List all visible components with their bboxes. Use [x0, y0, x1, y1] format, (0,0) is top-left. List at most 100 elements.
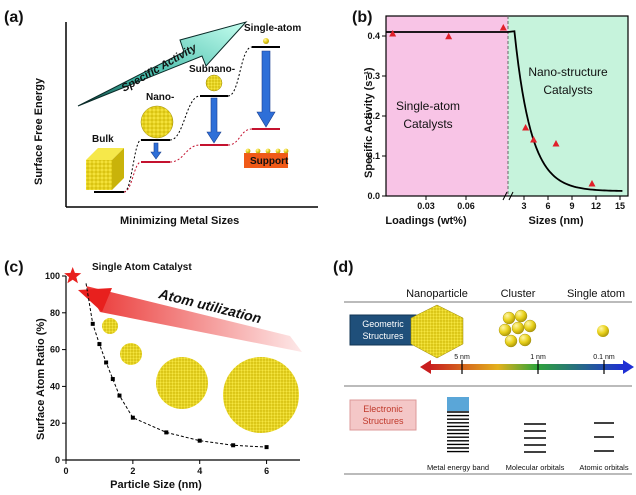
connector-subnano-single-support [227, 128, 253, 146]
particle-xlarge-icon [223, 357, 299, 433]
atom-utilization-arrowhead [78, 288, 112, 312]
x-tick-label-right: 3 [521, 201, 526, 211]
y-tick-label: 80 [50, 308, 60, 318]
single-atom-catalyst-label: Single Atom Catalyst [92, 262, 192, 273]
region-left-line2: Catalysts [403, 117, 452, 131]
electronic-structures-line2: Structures [362, 416, 404, 426]
data-point [445, 32, 453, 40]
data-point [117, 393, 122, 398]
y-tick-label: 0.1 [367, 151, 380, 161]
nano-structure-region [508, 16, 628, 196]
x-tick-label: 2 [130, 466, 135, 476]
specific-activity-label: Specific Activity [120, 41, 200, 94]
x-tick-label-right: 9 [569, 201, 574, 211]
electronic-structures-box [349, 399, 417, 431]
nanoparticle-icon [140, 105, 174, 139]
y-tick-label: 0.3 [367, 71, 380, 81]
y-tick-label: 100 [45, 271, 60, 281]
y-tick-label: 40 [50, 381, 60, 391]
region-left-line1: Single-atom [396, 99, 460, 113]
data-point [389, 30, 397, 37]
connector-nano-subnano [169, 95, 201, 141]
y-tick-label: 0.2 [367, 111, 380, 121]
x-tick-label-right: 6 [545, 201, 550, 211]
single-atom-label: Single-atom [244, 23, 301, 34]
panel-b-ylabel: Specific Activity (s⁻¹) [363, 67, 375, 178]
x-tick-label-left: 0.03 [417, 201, 435, 211]
subnano-cluster-icon [205, 74, 223, 92]
panel-c-ylabel: Surface Atom Ratio (%) [35, 318, 47, 440]
scale-left-arrowhead [420, 360, 431, 374]
scale-label-5nm: 5 nm [454, 354, 470, 361]
panel-a: (a) Surface Free Energy Minimizing Metal… [4, 9, 318, 227]
bulk-cube-icon [86, 148, 124, 190]
data-point [104, 360, 109, 365]
cluster-structure-icon [498, 309, 537, 348]
y-tick-label: 60 [50, 345, 60, 355]
data-point [164, 430, 169, 435]
region-right-line1: Nano-structure [528, 65, 608, 79]
atomic-orbitals-icon [594, 422, 614, 452]
data-point [530, 136, 538, 143]
data-point [130, 415, 135, 420]
data-point [499, 24, 507, 31]
data-point [90, 321, 95, 326]
nanoparticle-structure-icon [410, 304, 464, 359]
subnano-label: Subnano- [189, 64, 235, 75]
axis-break-mark [502, 191, 514, 201]
geometric-structures-line1: Geometric [362, 319, 404, 329]
data-point [264, 445, 269, 450]
data-point [110, 377, 115, 382]
y-tick-label: 0 [55, 455, 60, 465]
metal-energy-band-icon [447, 397, 469, 453]
connector-bulk-nano-support [123, 161, 142, 193]
electronic-structures-line1: Electronic [363, 404, 403, 414]
column-cluster: Cluster [501, 288, 536, 300]
data-point [197, 438, 202, 443]
y-tick-label: 0.4 [367, 31, 380, 41]
data-point [588, 180, 596, 187]
atom-utilization-band [86, 286, 302, 352]
metal-energy-band-label: Metal energy band [427, 463, 489, 472]
panel-c-marks: 0 20 40 60 80 100 0 2 4 6 [45, 267, 300, 476]
panel-d: (d) Nanoparticle Cluster Single atom Geo… [333, 259, 634, 475]
region-right-line2: Catalysts [543, 83, 592, 97]
support-block [244, 153, 288, 168]
connector-subnano-single [227, 46, 253, 97]
panel-b-frame [385, 15, 629, 197]
single-atom-region [386, 16, 508, 196]
bulk-label: Bulk [92, 134, 114, 145]
particle-large-icon [156, 357, 208, 409]
size-scale-bar [430, 364, 624, 370]
panel-d-label: (d) [333, 259, 353, 276]
molecular-orbitals-label: Molecular orbitals [506, 463, 565, 472]
scale-right-arrowhead [623, 360, 634, 374]
single-atom-structure-icon [597, 325, 609, 337]
column-nanoparticle: Nanoparticle [406, 288, 468, 300]
data-point [97, 342, 102, 347]
scale-label-1nm: 1 nm [530, 354, 546, 361]
connector-nano-subnano-support [169, 144, 201, 163]
panel-c: (c) Atom utilization Single Atom Catalys… [4, 259, 302, 491]
x-tick-label-right: 12 [591, 201, 601, 211]
panel-b-xlabel-left: Loadings (wt%) [385, 215, 467, 227]
fit-curve-right [507, 30, 623, 192]
column-single-atom: Single atom [567, 288, 625, 300]
panel-b: (b) Single-atom Catalysts Nano-structure… [352, 9, 629, 227]
scale-label-0-1nm: 0.1 nm [593, 354, 615, 361]
x-tick-label-right: 15 [615, 201, 625, 211]
panel-a-xlabel: Minimizing Metal Sizes [120, 215, 239, 227]
panel-c-xlabel: Particle Size (nm) [110, 479, 202, 491]
x-tick-label: 6 [264, 466, 269, 476]
panel-b-xlabel-right: Sizes (nm) [528, 215, 583, 227]
y-tick-label: 20 [50, 418, 60, 428]
particle-small-icon [102, 318, 118, 334]
panel-b-marks: 0.0 0.1 0.2 0.3 0.4 0.03 0.06 3 6 9 12 15 [367, 15, 629, 211]
energy-drop-arrows [150, 50, 276, 160]
data-point [231, 443, 236, 448]
data-point [552, 140, 560, 147]
x-tick-label: 0 [63, 466, 68, 476]
support-atoms [245, 148, 289, 154]
connector-bulk-nano [123, 139, 142, 193]
